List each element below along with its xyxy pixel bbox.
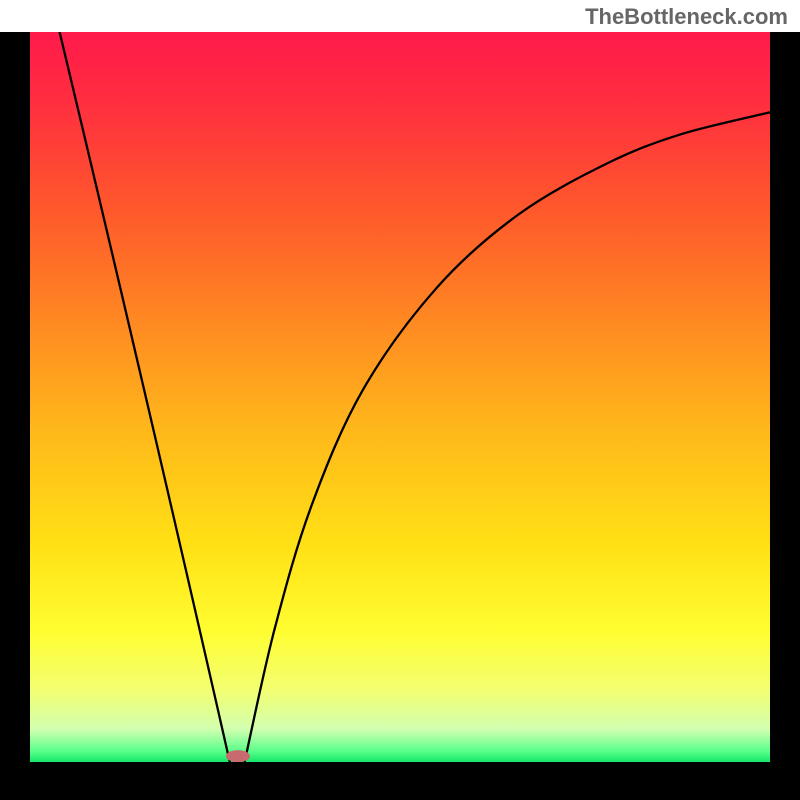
chart-container: TheBottleneck.com bbox=[0, 0, 800, 800]
bottleneck-chart bbox=[0, 0, 800, 800]
watermark-text: TheBottleneck.com bbox=[585, 4, 788, 30]
bottleneck-marker bbox=[226, 750, 250, 762]
